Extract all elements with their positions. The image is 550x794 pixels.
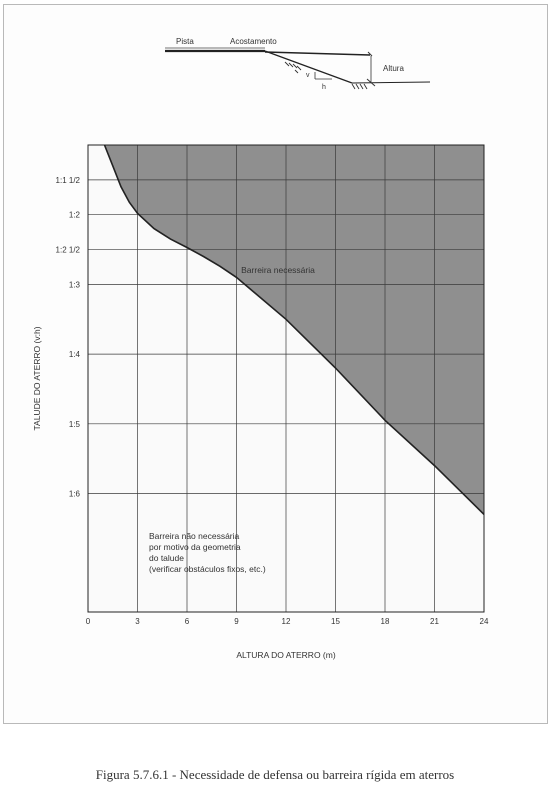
chart: 0 3 6 9 12 15 18 21 24 1:1 1/21:21:2 1/21:31:41:… — [32, 144, 489, 660]
x-tick-label: 24 — [480, 617, 489, 626]
x-tick-label: 18 — [381, 617, 390, 626]
cross-section-sketch: Pista Acostamento Altura v h — [165, 37, 431, 91]
horizontal-gridlines — [88, 179, 484, 494]
sketch-pista-label: Pista — [176, 37, 194, 46]
x-tick-label: 0 — [86, 617, 91, 626]
x-tick-label: 15 — [331, 617, 340, 626]
sketch-v-label: v — [306, 72, 310, 79]
not-needed-line-1: Barreira não necessária — [149, 531, 240, 541]
y-tick-label: 1:4 — [69, 350, 81, 359]
y-tick-label: 1:2 1/2 — [56, 246, 81, 255]
barrier-needed-area — [104, 145, 484, 515]
y-axis-tick-labels: 1:1 1/2 1:2 1:2 1/2 1:3 1:4 1:5 1:6 — [56, 176, 81, 499]
barrier-needed-annotation: Barreira necessária — [241, 265, 315, 275]
not-needed-line-3: do talude — [149, 553, 184, 563]
sketch-h-label: h — [322, 84, 326, 91]
x-tick-label: 9 — [234, 617, 239, 626]
y-axis-title: TALUDE DO ATERRO (v:h) — [32, 326, 42, 430]
not-needed-line-2: por motivo da geometria — [149, 542, 241, 552]
x-axis-tick-labels: 0 3 6 9 12 15 18 21 24 — [86, 617, 489, 626]
vertical-gridlines — [137, 145, 435, 612]
y-tick-label: 1:3 — [69, 280, 81, 289]
boundary-curve — [103, 144, 485, 515]
y-tick-label: 1:2 — [69, 211, 81, 220]
y-tick-label: 1:1 1/2 — [56, 176, 81, 185]
x-tick-label: 12 — [282, 617, 291, 626]
not-needed-line-4: (verificar obstáculos fixos, etc.) — [149, 564, 266, 574]
y-tick-label: 1:6 — [69, 490, 81, 499]
x-axis-title: ALTURA DO ATERRO (m) — [236, 650, 336, 660]
figure-caption: Figura 5.7.6.1 - Necessidade de defensa … — [95, 767, 455, 782]
sketch-acostamento-label: Acostamento — [230, 37, 277, 46]
x-tick-label: 3 — [135, 617, 140, 626]
y-tick-label: 1:5 — [69, 420, 81, 429]
plot-frame — [87, 144, 485, 613]
x-tick-label: 21 — [430, 617, 439, 626]
sketch-altura-label: Altura — [383, 64, 404, 73]
x-tick-label: 6 — [185, 617, 190, 626]
barrier-not-needed-annotation: Barreira não necessária por motivo da ge… — [149, 531, 266, 574]
